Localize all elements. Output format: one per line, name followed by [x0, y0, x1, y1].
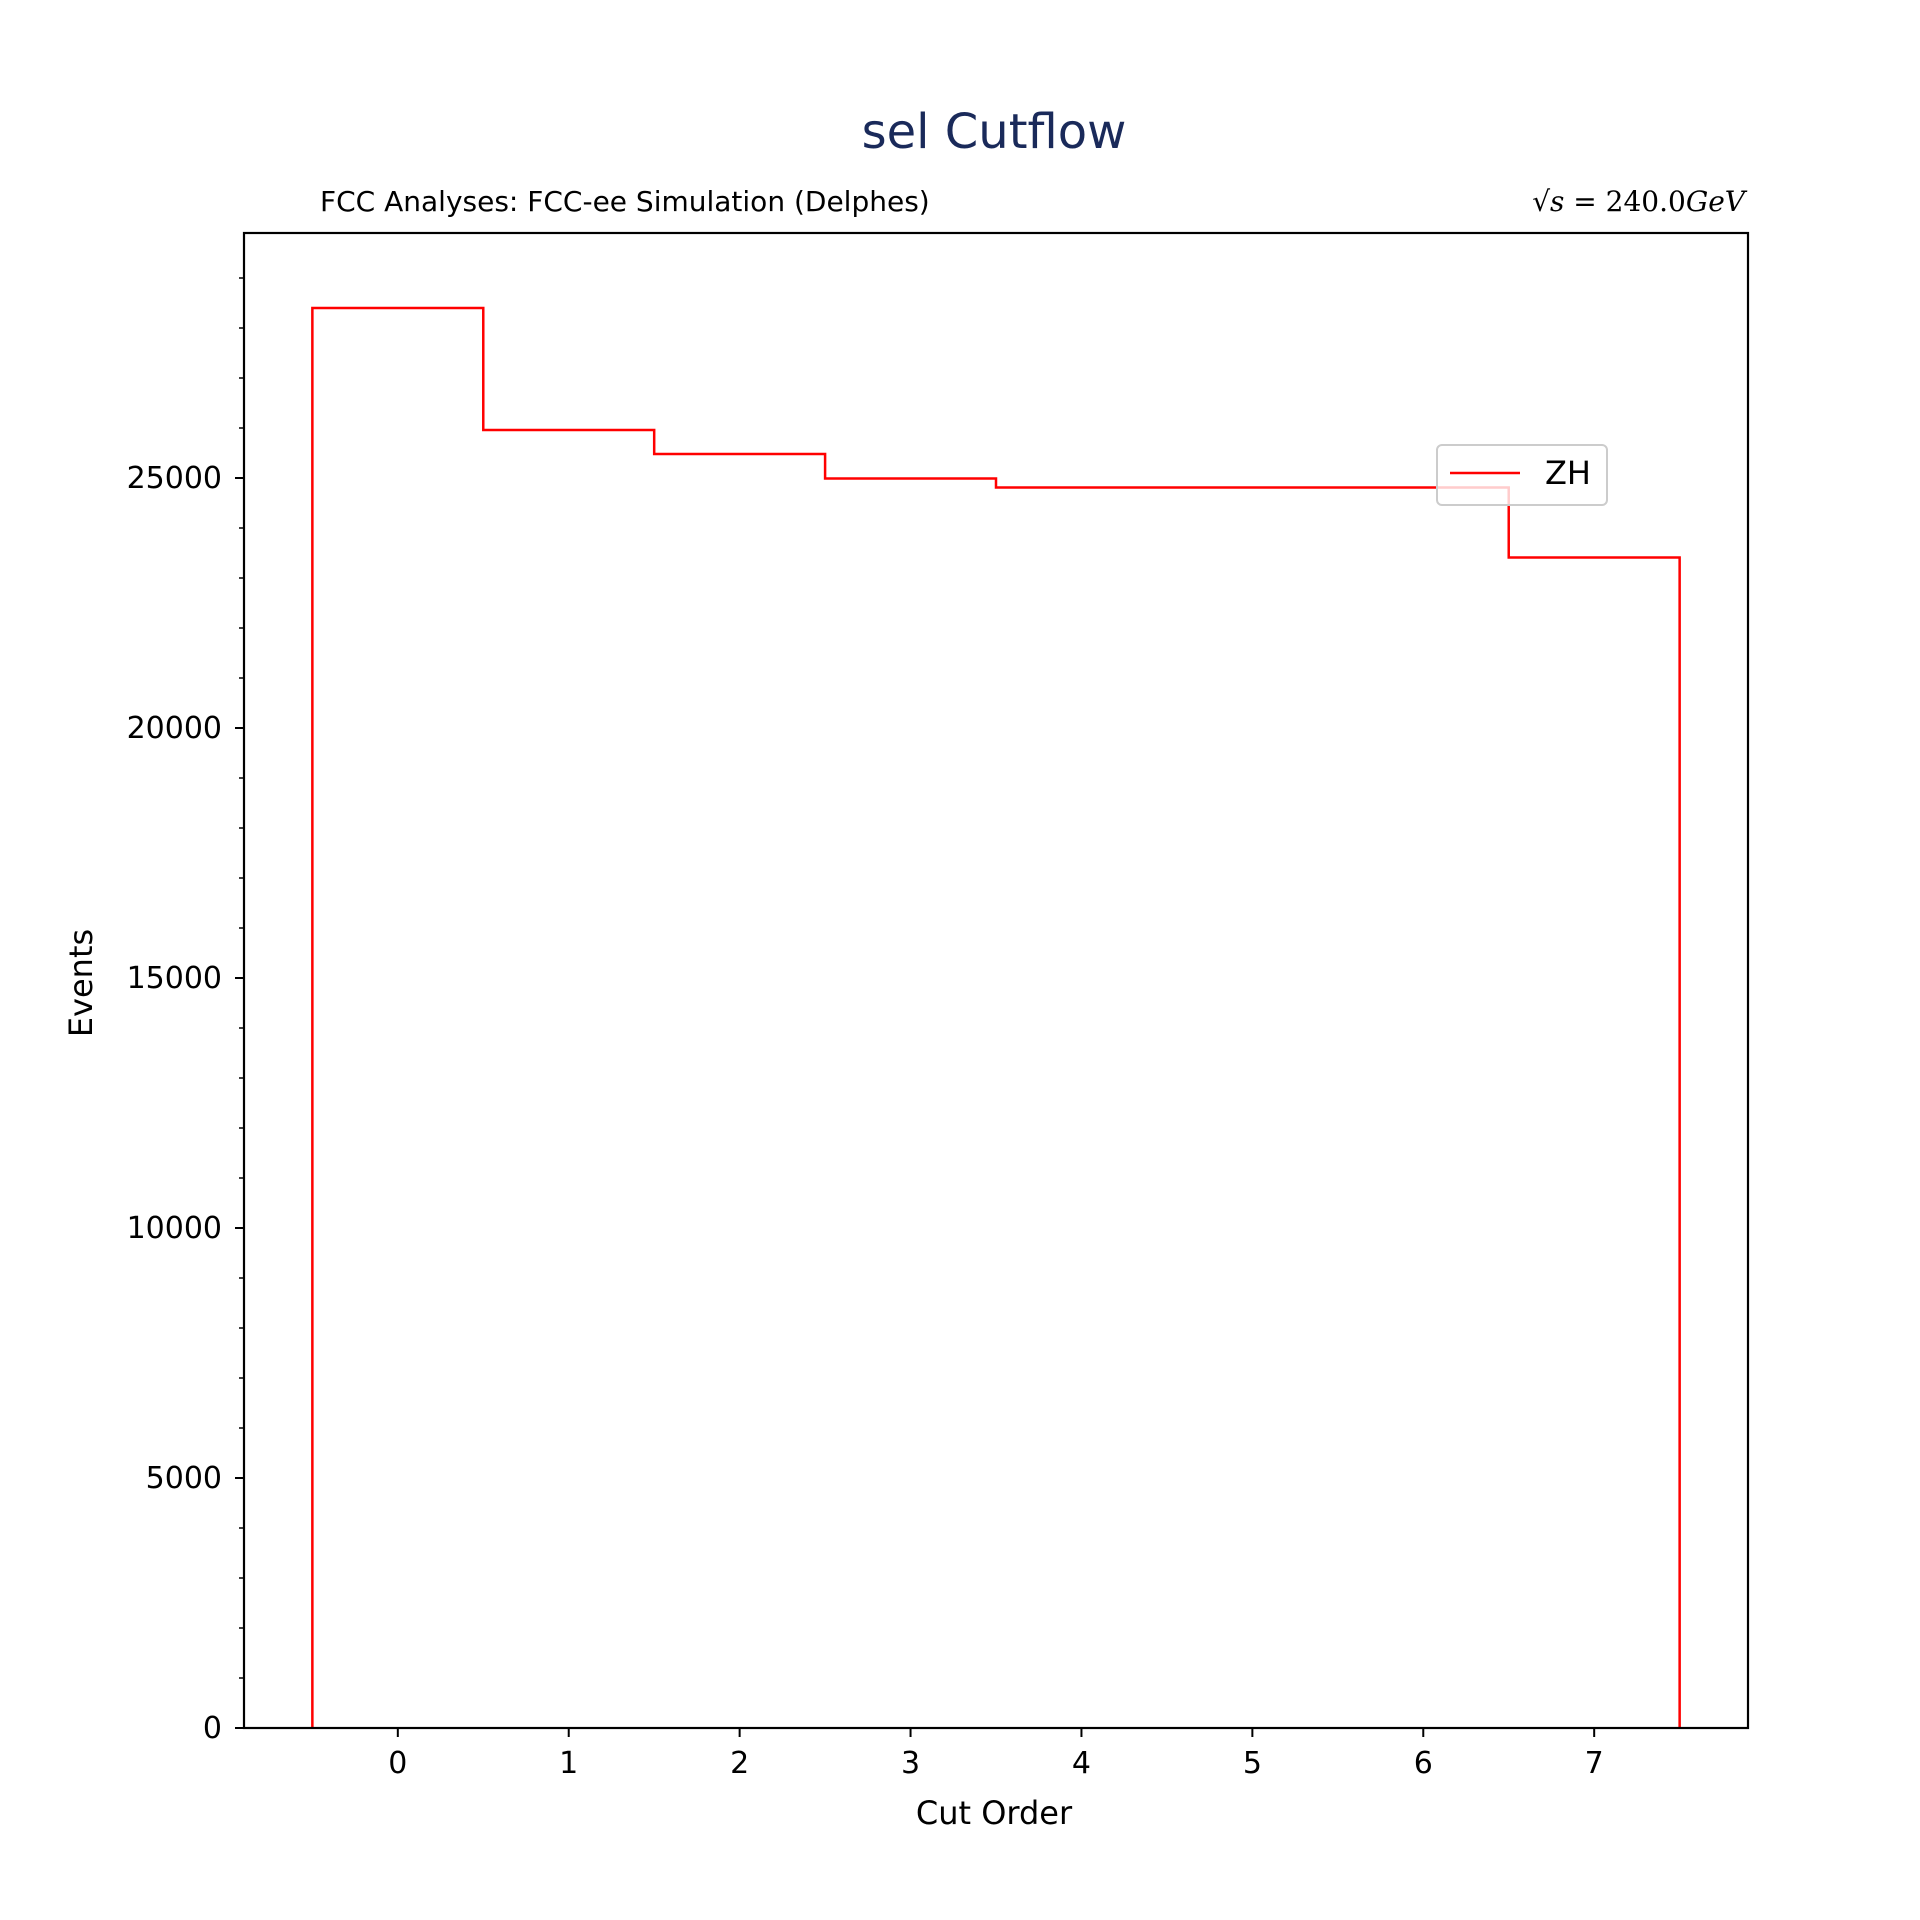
x-tick-label: 4: [1072, 1746, 1091, 1781]
x-tick-label: 6: [1414, 1746, 1433, 1781]
legend: ZH: [1436, 444, 1608, 506]
y-tick-label: 5000: [146, 1461, 222, 1496]
y-axis-label: Events: [62, 929, 100, 1037]
chart-subtitle-left: FCC Analyses: FCC-ee Simulation (Delphes…: [320, 185, 930, 218]
y-tick-label: 20000: [127, 711, 222, 746]
y-tick-label: 0: [203, 1711, 222, 1746]
legend-box: [1436, 444, 1608, 506]
x-axis: 0 1 2 3 4 5 6 7: [388, 1728, 1604, 1781]
energy-label-text: √s = 240.0GeV: [1532, 185, 1748, 218]
x-tick-label: 1: [559, 1746, 578, 1781]
y-tick-label: 25000: [127, 461, 222, 496]
y-tick-label: 15000: [127, 961, 222, 996]
x-tick-label: 7: [1585, 1746, 1604, 1781]
series-step-zh: [311, 306, 1681, 1728]
y-tick-label: 10000: [127, 1211, 222, 1246]
energy-label: √s = 240.0GeV: [1532, 185, 1748, 218]
y-axis: 0 5000 10000 15000 20000 25000: [127, 277, 244, 1746]
legend-label-zh: ZH: [1545, 454, 1591, 492]
plot-frame: [242, 231, 1750, 1730]
x-tick-label: 0: [388, 1746, 407, 1781]
plot-area: [311, 306, 1681, 1728]
chart-title: sel Cutflow: [862, 104, 1127, 160]
x-axis-label: Cut Order: [916, 1794, 1073, 1832]
x-tick-label: 5: [1243, 1746, 1262, 1781]
x-tick-label: 3: [901, 1746, 920, 1781]
x-tick-label: 2: [730, 1746, 749, 1781]
